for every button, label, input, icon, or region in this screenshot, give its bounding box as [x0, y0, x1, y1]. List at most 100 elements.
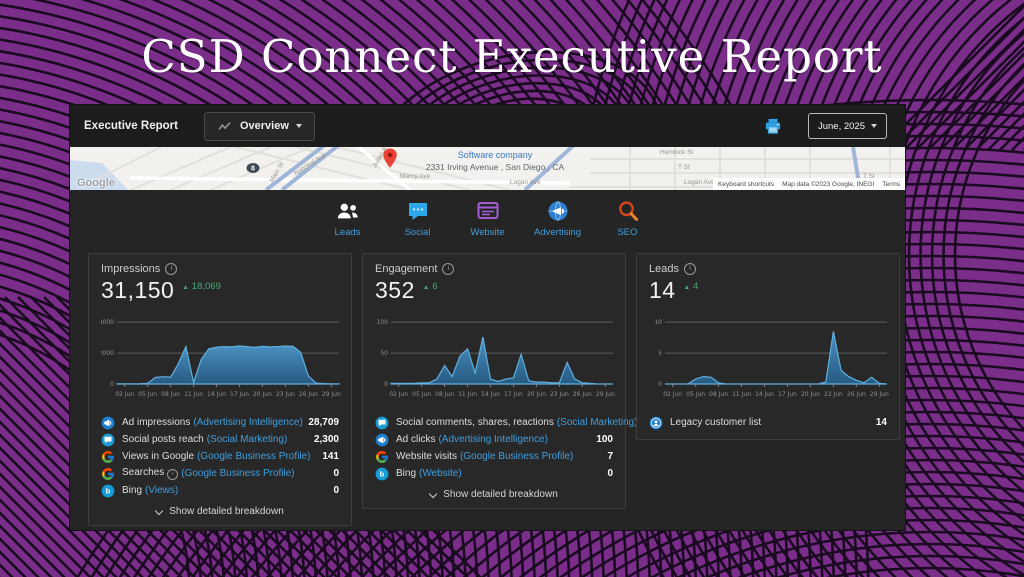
street-label: T St [678, 164, 690, 171]
breakdown-value: 141 [322, 451, 339, 462]
svg-text:0: 0 [110, 381, 114, 388]
metric-delta: 6 [423, 281, 437, 292]
breakdown-label: Ad clicks [396, 434, 436, 445]
google-logo: Google [77, 177, 115, 189]
chevron-down-icon [154, 506, 164, 515]
map-strip[interactable]: 8 National Ave Julian Ave Main St Marcy … [70, 147, 905, 190]
breakdown-link[interactable]: (Website) [419, 468, 462, 479]
breakdown-link[interactable]: (Views) [145, 485, 179, 496]
breakdown-row: Social comments, shares, reactions (Soci… [375, 414, 654, 431]
breakdown-link[interactable]: (Google Business Profile) [459, 451, 574, 462]
up-triangle-icon [684, 281, 690, 292]
view-selector-label: Overview [239, 120, 289, 132]
svg-text:02 Jun: 02 Jun [663, 391, 682, 398]
breakdown-list: Ad impressions (Advertising Intelligence… [101, 414, 339, 499]
breakdown-label: Website visits [396, 451, 457, 462]
breakdown-link[interactable]: (Advertising Intelligence) [438, 434, 548, 445]
ads-badge-icon [375, 433, 389, 447]
info-icon[interactable] [683, 263, 696, 275]
svg-text:14 Jun: 14 Jun [755, 391, 774, 398]
tab-seo[interactable]: SEO [601, 199, 655, 238]
breakdown-row: b Bing (Views) 0 [101, 482, 339, 499]
svg-text:05 Jun: 05 Jun [686, 391, 705, 398]
tab-label: Social [404, 227, 431, 238]
svg-text:b: b [106, 486, 111, 495]
map-attribution: Keyboard shortcuts Map data ©2023 Google… [713, 178, 905, 190]
show-breakdown-toggle[interactable]: Show detailed breakdown [101, 506, 339, 517]
google-icon [101, 467, 115, 481]
svg-text:b: b [380, 469, 385, 478]
area-chart: 0 2000 4000 02 Jun 05 Jun 08 Jun 11 Jun 14 Jun 1… [101, 319, 341, 398]
show-breakdown-toggle[interactable]: Show detailed breakdown [375, 489, 613, 500]
dashboard-header: Executive Report Overview June, 2025 [70, 105, 905, 147]
svg-text:11 Jun: 11 Jun [732, 391, 751, 398]
tab-social[interactable]: Social [391, 199, 445, 238]
chat-bubble-icon [406, 199, 430, 223]
breakdown-row: Ad clicks (Advertising Intelligence) 100 [375, 431, 613, 448]
chevron-down-icon [428, 489, 438, 498]
breakdown-link[interactable]: (Advertising Intelligence) [193, 417, 303, 428]
up-triangle-icon [182, 281, 188, 292]
svg-text:05 Jun: 05 Jun [412, 391, 431, 398]
metric-card-leads: Leads 14 4 0 5 10 02 Jun 05 Jun 08 Jun 11 Jun 1… [636, 253, 900, 440]
svg-text:0: 0 [384, 381, 388, 388]
map-business-info: Software company 2331 Irving Avenue , Sa… [408, 150, 582, 173]
business-name-link[interactable]: Software company [457, 150, 533, 160]
svg-text:11 Jun: 11 Jun [458, 391, 477, 398]
breakdown-link[interactable]: (Social Marketing) [556, 417, 638, 428]
svg-text:08 Jun: 08 Jun [435, 391, 454, 398]
svg-text:20 Jun: 20 Jun [253, 391, 272, 398]
keyboard-shortcuts-link[interactable]: Keyboard shortcuts [718, 180, 775, 188]
svg-text:23 Jun: 23 Jun [824, 391, 843, 398]
street-label: Logan Ave [510, 179, 541, 186]
breakdown-link[interactable]: (Social Marketing) [206, 434, 288, 445]
breakdown-link[interactable]: (Google Business Profile) [197, 451, 311, 462]
tab-label: Advertising [534, 227, 581, 238]
magnifier-icon [616, 199, 640, 223]
metric-value: 14 [649, 277, 676, 303]
google-icon [101, 450, 115, 464]
bing-icon: b [101, 484, 115, 498]
svg-text:08 Jun: 08 Jun [709, 391, 728, 398]
svg-text:14 Jun: 14 Jun [207, 391, 226, 398]
tabs: Leads Social Website Advertising SEO [70, 199, 905, 238]
svg-text:02 Jun: 02 Jun [389, 391, 408, 398]
print-button[interactable] [764, 117, 782, 135]
tab-advertising[interactable]: Advertising [531, 199, 585, 238]
svg-text:26 Jun: 26 Jun [299, 391, 318, 398]
breakdown-value: 100 [596, 434, 613, 445]
tab-label: Website [470, 227, 505, 238]
svg-text:5: 5 [658, 350, 662, 357]
breakdown-link[interactable]: (Google Business Profile) [181, 468, 295, 479]
breakdown-value: 2,300 [313, 434, 339, 445]
breakdown-label: Social comments, shares, reactions [396, 417, 554, 428]
info-icon[interactable] [167, 469, 179, 480]
breakdown-label: Bing [122, 485, 143, 496]
map-data-text: Map data ©2023 Google, INEGI [782, 180, 875, 188]
terms-link[interactable]: Terms [882, 180, 900, 188]
info-icon[interactable] [442, 263, 455, 275]
tab-website[interactable]: Website [461, 199, 515, 238]
svg-text:10: 10 [654, 319, 662, 326]
chevron-down-icon [871, 124, 877, 128]
up-triangle-icon [423, 281, 429, 292]
card-title: Impressions [101, 263, 161, 275]
svg-text:17 Jun: 17 Jun [778, 391, 797, 398]
svg-text:05 Jun: 05 Jun [138, 391, 157, 398]
street-label: T St [863, 173, 875, 180]
date-selector-dropdown[interactable]: June, 2025 [807, 113, 887, 139]
banner: CSD Connect Executive Report [0, 30, 1024, 83]
breakdown-row: Legacy customer list 14 [649, 414, 887, 431]
tab-leads[interactable]: Leads [321, 199, 375, 238]
svg-text:29 Jun: 29 Jun [870, 391, 889, 398]
breakdown-value: 0 [333, 485, 339, 496]
svg-text:20 Jun: 20 Jun [527, 391, 546, 398]
area-chart: 0 50 100 02 Jun 05 Jun 08 Jun 11 Jun 14 Jun 17 J… [377, 319, 615, 398]
metric-delta: 4 [684, 281, 698, 292]
svg-text:23 Jun: 23 Jun [276, 391, 295, 398]
svg-text:26 Jun: 26 Jun [573, 391, 592, 398]
route-shield-icon [246, 163, 260, 173]
view-selector-dropdown[interactable]: Overview [203, 111, 315, 141]
info-icon[interactable] [165, 263, 178, 275]
route-shield-number: 8 [251, 166, 255, 173]
